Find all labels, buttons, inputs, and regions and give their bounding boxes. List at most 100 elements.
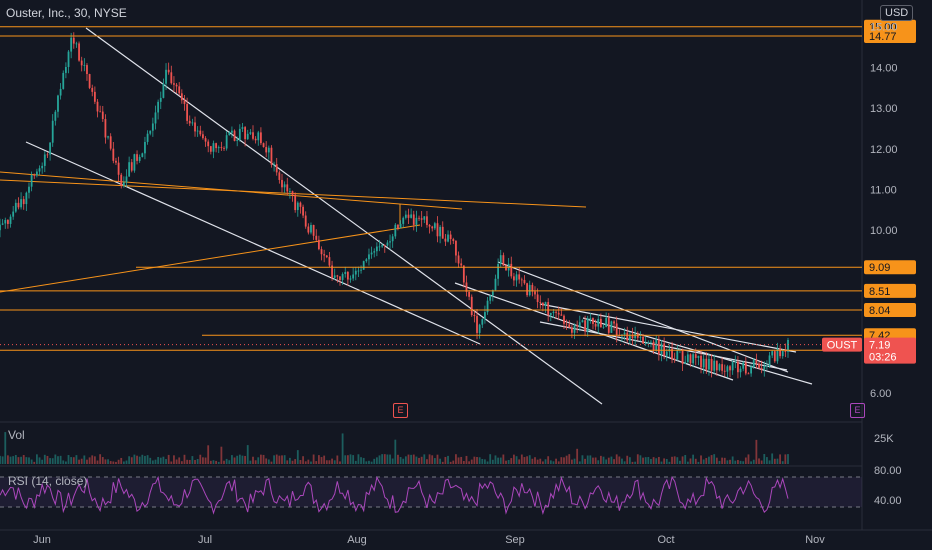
volume-bar — [46, 455, 49, 464]
candle-body — [136, 154, 138, 161]
candle-body — [64, 67, 67, 73]
volume-bar — [686, 461, 689, 464]
candle-body — [333, 275, 336, 278]
candle-body — [742, 362, 745, 369]
volume-bar — [726, 460, 729, 464]
candle-body — [120, 174, 123, 186]
trendline — [582, 317, 813, 385]
volume-bar — [286, 460, 289, 464]
candle-body — [557, 312, 560, 315]
volume-bar — [708, 456, 710, 464]
candle-body — [352, 274, 355, 279]
volume-bar — [628, 457, 631, 464]
candle-body — [122, 182, 125, 186]
candle-body — [534, 291, 536, 295]
candle-body — [72, 37, 75, 44]
candle-body — [302, 206, 304, 216]
volume-bar — [167, 454, 170, 464]
candle-body — [462, 265, 465, 283]
volume-bar — [542, 461, 544, 464]
currency-badge[interactable]: USD — [880, 5, 914, 21]
volume-bar — [212, 460, 215, 464]
candle-body — [346, 271, 349, 280]
volume-bar — [320, 457, 323, 464]
volume-bar — [755, 439, 758, 464]
candle-body — [607, 317, 610, 333]
candle-body — [22, 199, 25, 205]
candle-body — [513, 276, 515, 281]
volume-bar — [549, 460, 552, 464]
earnings-marker-upcoming[interactable]: E — [850, 403, 865, 418]
volume-bar — [317, 455, 320, 464]
candle-body — [162, 83, 165, 98]
volume-bar — [636, 454, 639, 464]
volume-bar — [107, 459, 109, 464]
volume-bar — [112, 461, 115, 464]
candle-body — [7, 220, 9, 224]
volume-bar — [349, 454, 352, 464]
volume-bar — [668, 461, 671, 464]
volume-bar — [578, 461, 581, 464]
candle-body — [663, 343, 666, 356]
earnings-marker[interactable]: E — [393, 403, 408, 418]
candle-body — [130, 162, 133, 171]
volume-bar — [613, 459, 615, 464]
candle-body — [180, 93, 183, 101]
candle-body — [14, 202, 17, 212]
volume-bar — [594, 457, 597, 464]
candle-body — [233, 130, 236, 141]
x-tick-label: Sep — [505, 534, 525, 546]
volume-bar — [162, 456, 165, 464]
candle-body — [320, 249, 323, 255]
volume-bar — [581, 455, 584, 464]
volume-bar — [520, 454, 523, 464]
volume-bar — [157, 456, 160, 464]
candle-body — [128, 162, 131, 177]
candle-body — [613, 321, 615, 324]
volume-bar — [217, 461, 220, 464]
volume-bar — [752, 459, 755, 464]
volume-bar — [642, 457, 644, 464]
candle-body — [652, 341, 655, 351]
candle-body — [760, 367, 763, 370]
volume-bar — [35, 454, 38, 464]
volume-bar — [404, 456, 407, 464]
volume-bar — [631, 461, 634, 464]
volume-bar — [507, 459, 510, 464]
candle-body — [35, 171, 38, 176]
volume-bar — [481, 458, 484, 464]
volume-bar — [154, 459, 157, 464]
candle-body — [38, 168, 41, 172]
volume-bar — [502, 454, 505, 464]
volume-bar — [352, 455, 355, 464]
volume-bar — [539, 458, 542, 464]
candle-body — [286, 184, 289, 192]
volume-bar — [86, 459, 88, 464]
volume-bar — [618, 456, 621, 464]
candle-body — [520, 279, 523, 281]
candle-body — [589, 318, 592, 319]
volume-bar — [183, 454, 186, 464]
volume-bar — [304, 461, 307, 464]
volume-bar — [67, 455, 70, 464]
volume-bar — [744, 457, 747, 464]
volume-bar — [78, 459, 80, 464]
volume-bar — [83, 455, 86, 464]
candle-body — [273, 164, 275, 165]
candle-body — [631, 334, 634, 339]
candle-body — [344, 271, 347, 275]
volume-bar — [125, 460, 128, 464]
volume-bar — [357, 454, 360, 464]
volume-bar — [771, 453, 774, 464]
volume-bar — [170, 461, 173, 464]
y-tick-label: 15.00 — [870, 22, 898, 34]
candle-body — [223, 147, 225, 149]
volume-bar — [510, 458, 513, 464]
volume-bar — [705, 458, 708, 464]
volume-bar — [278, 455, 281, 464]
candle-body — [750, 366, 753, 374]
candle-body — [225, 135, 228, 149]
candle-body — [702, 358, 705, 368]
volume-bar — [312, 454, 315, 464]
